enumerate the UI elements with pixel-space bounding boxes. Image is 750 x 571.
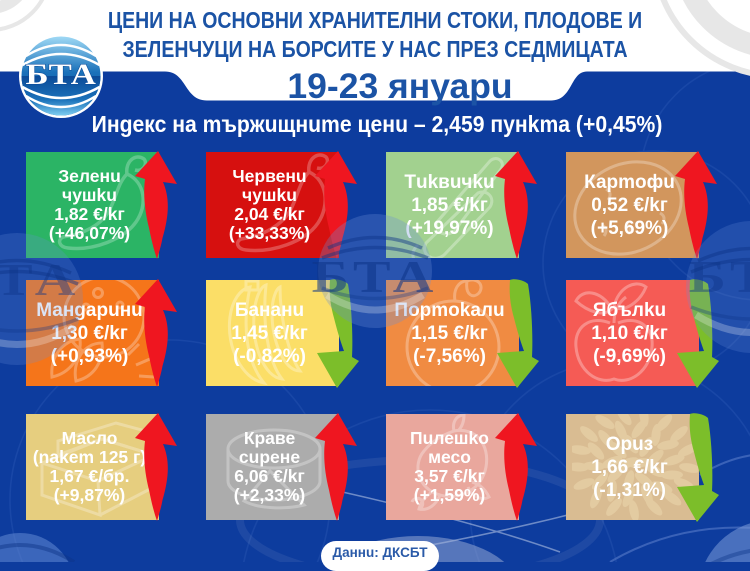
svg-text:БТА: БТА [26,58,97,91]
svg-text:БТА: БТА [0,256,80,305]
svg-text:БТА: БТА [312,253,439,302]
svg-text:БТА: БТА [689,253,750,302]
